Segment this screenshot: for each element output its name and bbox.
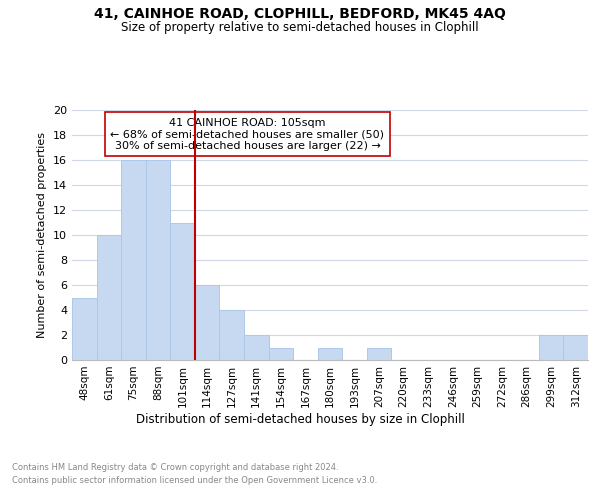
Bar (170, 222, 195, 360)
Y-axis label: Number of semi-detached properties: Number of semi-detached properties (37, 132, 47, 338)
Text: Size of property relative to semi-detached houses in Clophill: Size of property relative to semi-detach… (121, 22, 479, 35)
Bar (146, 160, 170, 360)
Text: Distribution of semi-detached houses by size in Clophill: Distribution of semi-detached houses by … (136, 412, 464, 426)
Bar (563, 335, 588, 360)
Bar (318, 348, 342, 360)
Text: Contains public sector information licensed under the Open Government Licence v3: Contains public sector information licen… (12, 476, 377, 485)
Bar (72, 298, 97, 360)
Bar (121, 160, 146, 360)
Bar (269, 348, 293, 360)
Bar (367, 348, 391, 360)
Bar (244, 335, 269, 360)
Text: 41, CAINHOE ROAD, CLOPHILL, BEDFORD, MK45 4AQ: 41, CAINHOE ROAD, CLOPHILL, BEDFORD, MK4… (94, 8, 506, 22)
Text: Contains HM Land Registry data © Crown copyright and database right 2024.: Contains HM Land Registry data © Crown c… (12, 462, 338, 471)
Bar (539, 335, 563, 360)
Bar (220, 310, 244, 360)
Bar (97, 235, 121, 360)
Text: 41 CAINHOE ROAD: 105sqm
← 68% of semi-detached houses are smaller (50)
30% of se: 41 CAINHOE ROAD: 105sqm ← 68% of semi-de… (110, 118, 385, 150)
Bar (195, 285, 220, 360)
